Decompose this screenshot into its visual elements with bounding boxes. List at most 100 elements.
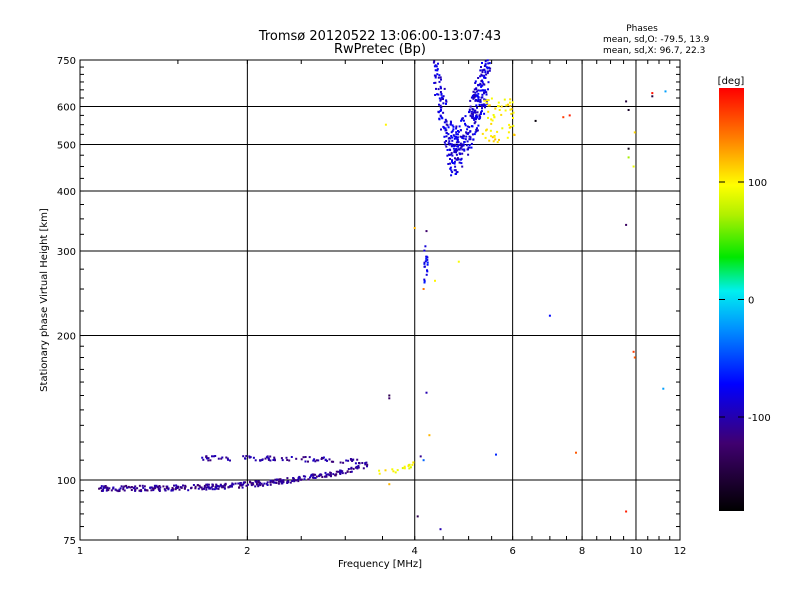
data-point (307, 460, 309, 463)
data-point (449, 158, 451, 160)
data-point (327, 473, 330, 476)
data-point (487, 110, 490, 113)
data-point (300, 478, 302, 481)
data-point (448, 136, 451, 139)
data-point (220, 484, 222, 487)
data-point (224, 484, 226, 487)
data-point (302, 475, 305, 478)
data-point (455, 133, 458, 136)
data-point (475, 130, 478, 133)
data-point (218, 485, 221, 488)
data-point (312, 459, 315, 462)
data-point (477, 98, 480, 101)
data-point (206, 483, 209, 486)
data-point (209, 487, 212, 490)
data-point (487, 88, 489, 91)
data-point (465, 132, 468, 135)
data-point (275, 482, 278, 484)
data-point (339, 471, 342, 474)
data-point (473, 93, 476, 96)
data-point (100, 485, 103, 488)
data-point (448, 143, 451, 146)
data-point (198, 484, 201, 487)
data-point (432, 61, 435, 64)
phases-line-x: mean, sd,X: 96.7, 22.3 (603, 46, 705, 56)
data-point (481, 84, 484, 87)
data-point (444, 127, 447, 130)
data-point (473, 88, 476, 91)
data-point (485, 102, 488, 104)
data-point (484, 63, 487, 66)
data-point (445, 99, 448, 102)
data-point (476, 111, 479, 114)
data-point (267, 457, 270, 460)
data-point (450, 135, 453, 137)
data-point (357, 466, 360, 469)
data-point (445, 140, 448, 142)
data-point (315, 459, 318, 462)
data-point (194, 487, 197, 490)
data-point (476, 115, 479, 118)
data-point (99, 487, 102, 490)
data-point (144, 488, 146, 491)
data-point (439, 115, 442, 118)
data-point (423, 265, 426, 268)
data-point (115, 489, 118, 492)
data-point (632, 350, 635, 353)
data-point (480, 85, 483, 88)
data-point (450, 174, 453, 177)
data-point (490, 118, 493, 121)
data-point (477, 77, 480, 79)
data-point (130, 486, 133, 488)
data-point (455, 141, 458, 144)
data-point (475, 94, 478, 97)
data-point (442, 111, 445, 114)
data-point (484, 60, 487, 63)
data-point (117, 490, 120, 493)
data-point (297, 480, 300, 483)
data-point (248, 455, 251, 458)
data-point (462, 137, 465, 140)
data-point (476, 106, 478, 109)
data-point (141, 484, 144, 487)
data-point (437, 88, 440, 91)
data-point (449, 149, 452, 151)
data-point (456, 149, 459, 152)
data-point (324, 458, 327, 461)
data-point (454, 165, 457, 168)
data-point (651, 95, 654, 98)
data-point (467, 148, 469, 151)
data-point (252, 483, 255, 486)
data-point (289, 481, 292, 484)
data-point (443, 87, 446, 90)
data-point (482, 104, 485, 107)
data-point (474, 131, 477, 134)
data-point (460, 162, 463, 165)
data-point (474, 99, 477, 102)
data-point (426, 269, 428, 272)
data-point (162, 485, 165, 488)
data-point (440, 128, 442, 131)
data-point (455, 151, 457, 154)
data-point (481, 71, 484, 73)
data-point (238, 486, 240, 489)
data-point (475, 128, 478, 131)
data-point (507, 131, 510, 134)
data-point (424, 245, 427, 248)
data-point (361, 462, 364, 464)
data-point (273, 481, 276, 484)
data-point (239, 484, 242, 487)
data-point (332, 460, 335, 463)
data-point (476, 127, 478, 130)
data-point (474, 91, 477, 94)
data-point (297, 478, 299, 481)
data-point (511, 101, 514, 104)
data-point (440, 93, 443, 96)
data-point (419, 455, 422, 458)
data-point (434, 279, 436, 282)
data-point (485, 129, 487, 132)
data-point (330, 460, 333, 463)
data-point (475, 104, 478, 107)
data-point (478, 114, 481, 117)
data-point (445, 132, 448, 134)
